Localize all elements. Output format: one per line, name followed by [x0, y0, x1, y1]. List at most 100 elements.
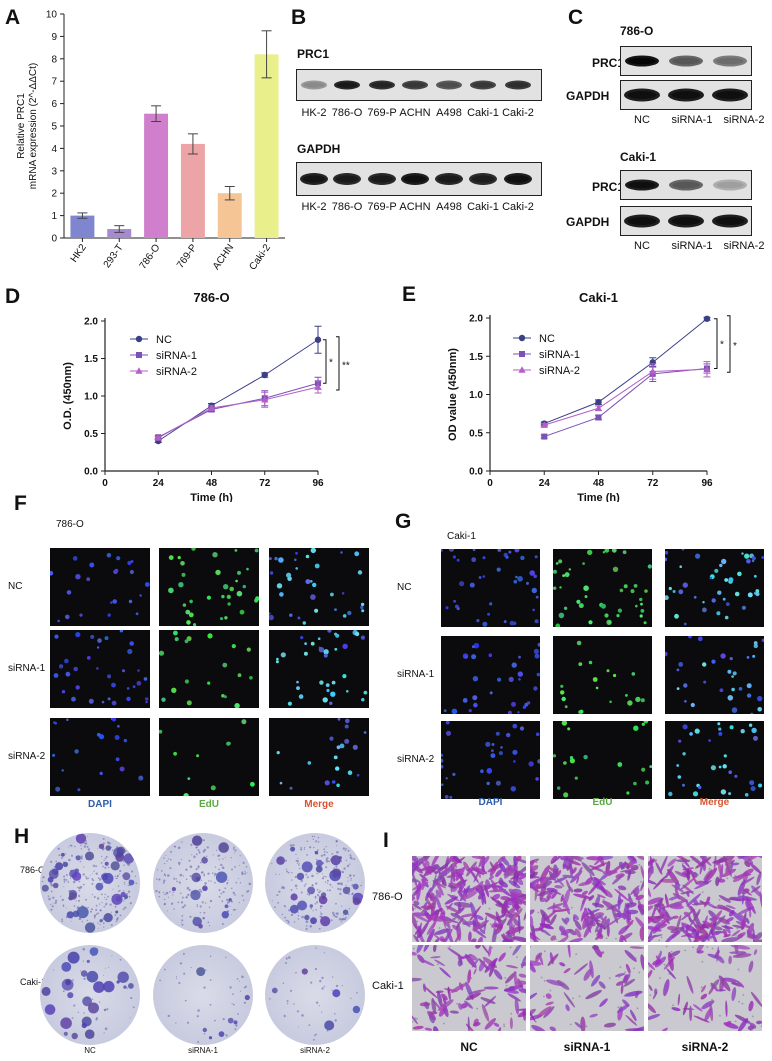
line-chart-caki1-od: Caki-1 0.0 0.5 1.0 1.5 2.0 0 24 48 72 96 Time (h) OD… [447, 290, 737, 502]
series-line-siRNA-2 [544, 368, 708, 426]
f-dapi-NC-svg [50, 552, 150, 623]
f-dapi-siRNA-2 [50, 718, 150, 796]
blot-band-core [371, 82, 393, 88]
panel-letter-g: G [395, 510, 412, 533]
lane-label: siRNA-2 [723, 240, 765, 252]
sig-bracket-2 [336, 336, 340, 391]
y-tick-label: 10 [46, 10, 58, 21]
lane-label: NC [634, 114, 650, 126]
x-tick-label: ACHN [211, 242, 236, 272]
blot-band-core [303, 82, 325, 88]
marker-square [519, 351, 525, 357]
x-tick-label: 786-O [138, 242, 163, 271]
legend-entry: siRNA-1 [539, 349, 580, 361]
lane-label: HK-2 [301, 107, 327, 119]
g-merge-NC [665, 549, 764, 627]
lane-label: 786-O [331, 107, 363, 119]
f-cell-label: 786-O [56, 519, 84, 530]
transwell-image-Caki-1-siRNA-2 [648, 945, 762, 1031]
marker-triangle [261, 395, 269, 403]
marker-triangle [135, 367, 143, 374]
sig-bracket-1 [323, 339, 327, 384]
legend-entry: siRNA-2 [156, 366, 197, 378]
blot-title-prc1: PRC1 [297, 47, 330, 61]
y-tick-label: 1.0 [84, 392, 98, 403]
sig-star-2: * [733, 341, 737, 352]
transwell-row-label-Caki-1: Caki-1 [372, 980, 404, 992]
marker-circle [595, 398, 602, 406]
legend-entry: siRNA-1 [156, 350, 197, 362]
lane-label: Caki-2 [502, 201, 534, 213]
x-axis-label: Time (h) [577, 492, 620, 502]
f-merge-NC [269, 548, 369, 626]
y-tick-label: 1.5 [469, 352, 483, 363]
blot-band-core [403, 175, 427, 183]
panel-letter-a: A [5, 6, 21, 29]
f-merge-NC-svg [269, 548, 365, 625]
g-dapi-siRNA-2-svg [441, 721, 540, 799]
y-tick-label: 6 [51, 99, 57, 110]
x-tick-label: 48 [206, 478, 218, 489]
f-merge-siRNA-2 [269, 718, 369, 796]
g-dapi-NC-svg [441, 549, 539, 627]
y-label-line1: Relative PRC1 [16, 93, 27, 159]
bar-293-T [107, 229, 132, 238]
col-label-EdU: EdU [199, 799, 219, 810]
g-dapi-siRNA-1 [441, 636, 540, 714]
marker-triangle [207, 404, 216, 411]
g-edu-siRNA-1 [553, 636, 652, 714]
panel-letter-e: E [402, 283, 417, 306]
y-tick-label: 0.0 [469, 467, 483, 478]
series-line-siRNA-2 [158, 386, 319, 439]
sig-bracket-1 [714, 318, 718, 369]
blot-band-core [716, 181, 744, 189]
blot-band-core [627, 91, 657, 99]
g-edu-NC [553, 549, 652, 627]
y-tick-label: 8 [51, 54, 57, 65]
legend-entry: siRNA-2 [539, 365, 580, 377]
f-dapi-siRNA-1-svg [53, 630, 149, 706]
blot-band-core [672, 181, 700, 189]
c-row-prc1-1: PRC1 [592, 56, 625, 70]
marker-square [541, 433, 548, 440]
colony-row-label-786-O: 786-O [20, 865, 46, 875]
blot-band-core [671, 217, 701, 225]
series-line-siRNA-1 [158, 382, 319, 438]
lane-label: 769-P [367, 201, 397, 213]
sig-star-1: * [720, 340, 724, 351]
legend-entry: NC [539, 333, 555, 345]
panel-letter-d: D [5, 285, 21, 308]
x-tick-label: 96 [701, 478, 713, 489]
panel-letter-c: C [568, 6, 584, 29]
row-label-NC: NC [397, 582, 412, 593]
bar-ACHN [217, 193, 242, 238]
transwell-row-label-786-O: 786-O [372, 891, 403, 903]
marker-circle [314, 336, 322, 343]
lane-label: 786-O [331, 201, 363, 213]
c-row-gapdh-2: GAPDH [566, 215, 610, 229]
g-merge-NC-svg [665, 549, 764, 626]
row-label-siRNA-2: siRNA-2 [8, 751, 46, 762]
panel-letter-i: I [383, 829, 389, 852]
x-tick-label: 0 [487, 478, 493, 489]
transwell-image-786-O-NC [412, 856, 526, 942]
lane-label: ACHN [399, 107, 431, 119]
colony-dish-786-O-siRNA-1 [153, 833, 253, 933]
x-tick-label: Caki-2 [247, 242, 273, 272]
c-row-gapdh-1: GAPDH [566, 89, 610, 103]
blot-band-core [506, 175, 530, 183]
f-edu-siRNA-2-svg [159, 719, 255, 796]
blot-lane-labels-2: HK-2 786-O 769-P ACHN A498 Caki-1 Caki-2 [296, 201, 542, 215]
marker-triangle [649, 367, 657, 375]
row-label-NC: NC [8, 581, 23, 592]
blot-band-core [471, 175, 495, 183]
f-edu-NC-svg [168, 548, 259, 626]
marker-circle [703, 315, 711, 322]
x-tick-label: 48 [593, 478, 605, 489]
y-tick-label: 0 [51, 234, 57, 245]
f-merge-siRNA-2-svg [276, 718, 367, 790]
colony-dish-Caki-1-siRNA-2 [265, 945, 365, 1045]
transwell-image-Caki-1-NC [412, 945, 526, 1031]
f-merge-siRNA-1-svg [275, 630, 368, 706]
marker-square [136, 352, 142, 358]
